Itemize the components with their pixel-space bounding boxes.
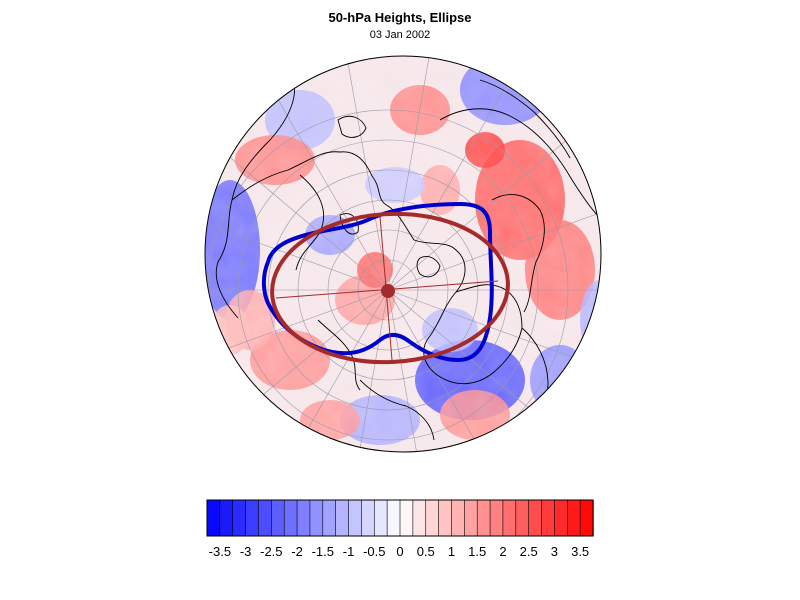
colorbar-cell bbox=[502, 499, 517, 537]
fitted-ellipse-outline bbox=[270, 211, 510, 365]
longitude-line bbox=[257, 289, 389, 452]
longitude-line bbox=[205, 289, 389, 380]
colorbar-cell bbox=[386, 499, 401, 537]
colorbar-tick-label: 2 bbox=[499, 544, 506, 559]
polar-map bbox=[204, 55, 602, 453]
colorbar-frame bbox=[206, 499, 594, 537]
colorbar-tick-label: -2.5 bbox=[260, 544, 282, 559]
longitude-line bbox=[342, 289, 389, 452]
colorbar-cell bbox=[335, 499, 350, 537]
longitude-line bbox=[387, 64, 519, 291]
colorbar-cell bbox=[464, 499, 478, 537]
colorbar-cell bbox=[322, 499, 337, 537]
colorbar-cell bbox=[258, 499, 273, 537]
colorbar-tick-label: -1.5 bbox=[312, 544, 334, 559]
colorbar-cell bbox=[361, 499, 375, 537]
colorbar-tick-labels: -3.5 -3 -2.5 -2 -1.5 -1 -0.5 0 0.5 1 1.5 2 2.5 3 3.5 bbox=[209, 544, 590, 559]
colorbar-cell bbox=[579, 499, 594, 537]
colorbar-cell bbox=[515, 499, 530, 537]
colorbar-tick-label: -3 bbox=[240, 544, 252, 559]
colorbar-tick-label: 0 bbox=[396, 544, 403, 559]
longitude-line bbox=[205, 200, 389, 291]
colorbar-cell bbox=[528, 499, 543, 537]
colorbar-cell bbox=[451, 499, 466, 537]
coastlines bbox=[215, 77, 601, 441]
colorbar-cell bbox=[566, 499, 581, 537]
colorbar-cell bbox=[489, 499, 504, 537]
colorbar-cells bbox=[206, 499, 594, 537]
colorbar-tick-label: -1 bbox=[343, 544, 355, 559]
colorbar-tick-label: 1 bbox=[448, 544, 455, 559]
colorbar-cell bbox=[554, 499, 568, 537]
colorbar-tick-label: 3 bbox=[551, 544, 558, 559]
colorbar-tick-label: 2.5 bbox=[520, 544, 538, 559]
longitude-line bbox=[387, 200, 601, 291]
colorbar-tick-label: -0.5 bbox=[363, 544, 385, 559]
longitude-line bbox=[257, 64, 389, 291]
colorbar-cell bbox=[309, 499, 324, 537]
colorbar-cell bbox=[348, 499, 363, 537]
colorbar-cell bbox=[245, 499, 260, 537]
colorbar-cell bbox=[438, 499, 453, 537]
longitude-line bbox=[342, 56, 389, 291]
colorbar-cell bbox=[232, 499, 247, 537]
longitude-line bbox=[387, 289, 519, 452]
longitude-line bbox=[387, 56, 434, 291]
colorbar-tick-label: 3.5 bbox=[571, 544, 589, 559]
longitude-line bbox=[387, 122, 588, 291]
colorbar-cell bbox=[476, 499, 491, 537]
colorbar-cell bbox=[206, 499, 221, 537]
colorbar-tick-label: -3.5 bbox=[209, 544, 231, 559]
map-title: 50-hPa Heights, Ellipse bbox=[328, 10, 472, 25]
colorbar-cell bbox=[373, 499, 388, 537]
colorbar-cell bbox=[219, 499, 234, 537]
colorbar-cell bbox=[425, 499, 440, 537]
colorbar-cell bbox=[399, 499, 414, 537]
colorbar-cell bbox=[283, 499, 298, 537]
map-date: 03 Jan 2002 bbox=[369, 29, 431, 41]
colorbar-cell bbox=[271, 499, 285, 537]
colorbar-tick-label: 1.5 bbox=[468, 544, 486, 559]
colorbar-cell bbox=[541, 499, 556, 537]
colorbar-cell bbox=[296, 499, 311, 537]
globe-outline bbox=[204, 55, 602, 453]
colorbar-tick-label: -2 bbox=[291, 544, 303, 559]
colorbar-tick-label: 0.5 bbox=[417, 544, 435, 559]
longitude-line bbox=[387, 289, 434, 452]
ellipse-center-marker bbox=[381, 284, 395, 298]
fitted-ellipse bbox=[270, 211, 510, 365]
colorbar-cell bbox=[412, 499, 427, 537]
graticule bbox=[205, 56, 601, 452]
